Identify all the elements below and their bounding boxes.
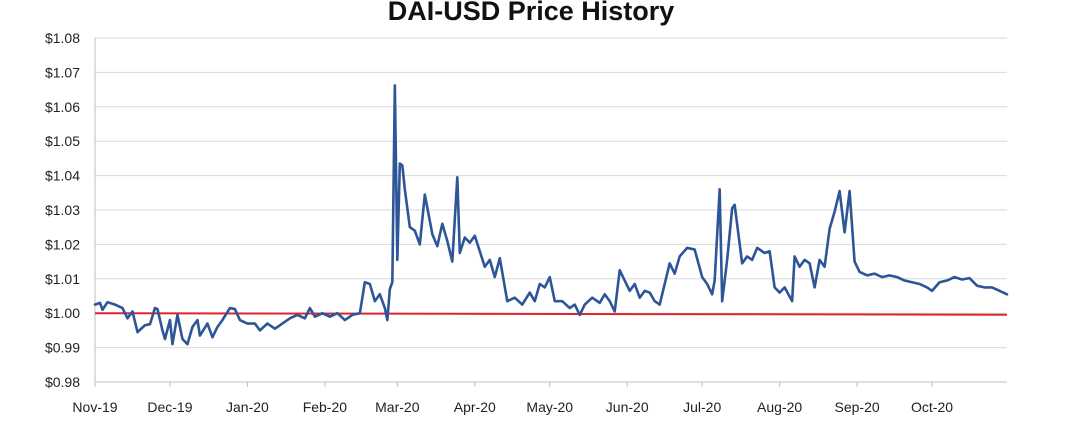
y-tick-label: $1.06: [45, 99, 80, 115]
peg-reference: [94, 312, 1008, 316]
y-tick-label: $1.08: [45, 30, 80, 46]
y-tick-label: $0.98: [45, 374, 80, 390]
y-tick-label: $1.04: [45, 168, 80, 184]
x-tick-label: Sep-20: [835, 399, 880, 415]
x-tick-label: Nov-19: [72, 399, 117, 415]
x-tick-label: Oct-20: [911, 399, 953, 415]
price-line: [93, 84, 1009, 346]
x-tick-label: Feb-20: [303, 399, 348, 415]
x-tick-label: Mar-20: [375, 399, 420, 415]
x-tick-label: Jan-20: [226, 399, 269, 415]
y-tick-label: $1.01: [45, 271, 80, 287]
x-tick-label: May-20: [526, 399, 573, 415]
y-tick-label: $1.05: [45, 133, 80, 149]
gridlines: [95, 37, 1007, 349]
y-axis-tick-labels: $0.98 $0.99 $1.00 $1.01 $1.02 $1.03 $1.04 $1.05…: [45, 30, 80, 390]
x-tick-label: Jun-20: [606, 399, 649, 415]
x-tick-label: Dec-19: [147, 399, 192, 415]
y-tick-label: $1.02: [45, 236, 80, 252]
y-tick-label: $1.07: [45, 64, 80, 80]
x-tick-label: Aug-20: [757, 399, 802, 415]
y-tick-label: $0.99: [45, 340, 80, 356]
axes: [94, 38, 1007, 387]
y-tick-label: $1.00: [45, 305, 80, 321]
chart-title: DAI-USD Price History: [388, 0, 675, 26]
price-series: [93, 84, 1009, 346]
x-axis-tick-labels: Nov-19 Dec-19 Jan-20 Feb-20 Mar-20 Apr-20 May-…: [72, 399, 953, 415]
x-tick-label: Apr-20: [454, 399, 496, 415]
y-tick-label: $1.03: [45, 202, 80, 218]
x-tick-label: Jul-20: [683, 399, 721, 415]
peg-line: [94, 312, 1008, 316]
